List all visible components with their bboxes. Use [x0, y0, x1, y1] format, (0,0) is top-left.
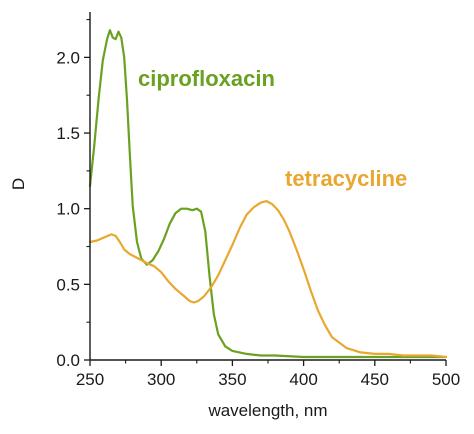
- x-tick-label: 250: [76, 370, 104, 389]
- series-label-tetracycline: tetracycline: [285, 166, 407, 191]
- x-tick-label: 400: [289, 370, 317, 389]
- series-line-tetracycline: [88, 200, 448, 359]
- y-tick-label: 1.5: [56, 124, 80, 143]
- series-label-ciprofloxacin: ciprofloxacin: [138, 66, 275, 91]
- y-tick-label: 0.5: [56, 275, 80, 294]
- y-tick-label: 2.0: [56, 48, 80, 67]
- plot-area: [88, 29, 448, 359]
- x-axis-title: wavelength, nm: [207, 401, 327, 420]
- y-tick-label: 0.0: [56, 351, 80, 370]
- axis-ticks: 250 300 350 400 450 500 0.0 0.5 1.0 1.5 2.0: [56, 19, 460, 389]
- x-tick-label: 350: [218, 370, 246, 389]
- y-axis-title: D: [9, 178, 28, 190]
- x-tick-label: 450: [361, 370, 389, 389]
- y-tick-label: 1.0: [56, 200, 80, 219]
- series-line-ciprofloxacin: [88, 29, 448, 359]
- x-tick-label: 500: [432, 370, 460, 389]
- x-tick-label: 300: [147, 370, 175, 389]
